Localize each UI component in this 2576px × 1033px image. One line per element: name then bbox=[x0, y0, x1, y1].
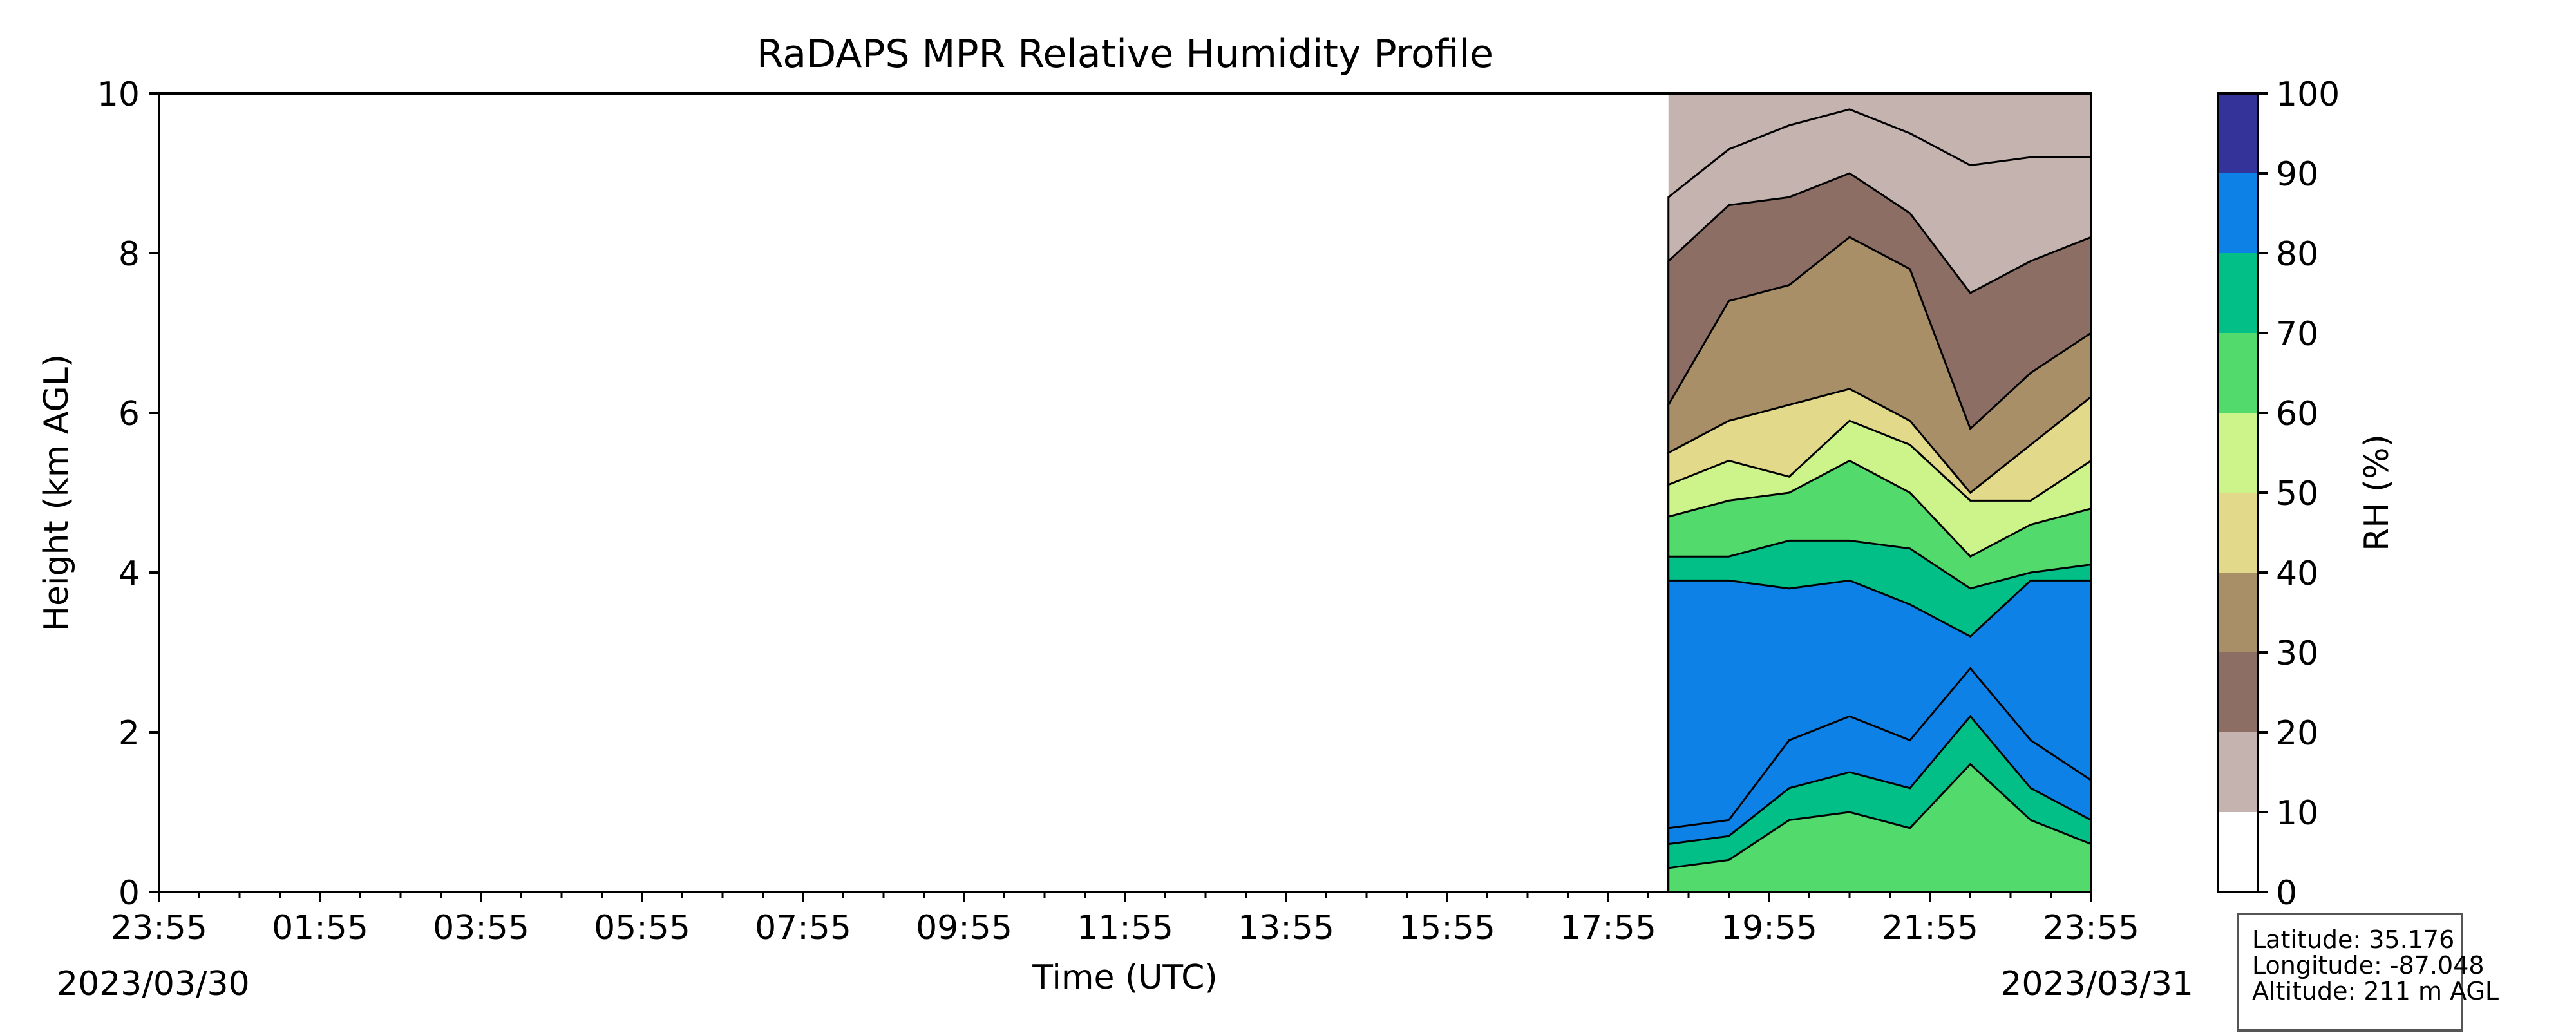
y-tick-label: 6 bbox=[118, 395, 140, 433]
colorbar-tick-label: 80 bbox=[2276, 235, 2318, 274]
colorbar-tick-label: 60 bbox=[2276, 395, 2318, 433]
colorbar-tick-label: 70 bbox=[2276, 315, 2318, 354]
x-tick-label: 13:55 bbox=[1238, 909, 1334, 947]
colorbar-swatch-50 bbox=[2218, 413, 2258, 493]
colorbar: 0 10 20 30 40 50 60 70 80 90 100 bbox=[2217, 75, 2340, 913]
date-start-label: 2023/03/30 bbox=[57, 965, 250, 1003]
colorbar-swatch-0 bbox=[2218, 812, 2258, 892]
colorbar-tick-label: 100 bbox=[2276, 75, 2340, 114]
colorbar-label: RH (%) bbox=[2358, 434, 2396, 551]
colorbar-swatch-80 bbox=[2218, 173, 2258, 253]
y-tick-label: 4 bbox=[118, 554, 140, 593]
colorbar-swatch-10 bbox=[2218, 732, 2258, 812]
colorbar-tick-label: 20 bbox=[2276, 714, 2318, 753]
y-tick-label: 8 bbox=[118, 235, 140, 274]
colorbar-tick-label: 10 bbox=[2276, 794, 2318, 833]
x-tick-label: 17:55 bbox=[1560, 909, 1656, 947]
x-tick-label: 07:55 bbox=[755, 909, 851, 947]
date-end-label: 2023/03/31 bbox=[2000, 965, 2193, 1003]
y-axis-label: Height (km AGL) bbox=[37, 354, 76, 631]
x-tick-label: 21:55 bbox=[1882, 909, 1978, 947]
x-tick-label: 03:55 bbox=[433, 909, 529, 947]
plot-area bbox=[1667, 93, 2091, 892]
colorbar-tick-label: 50 bbox=[2276, 475, 2318, 513]
chart-title: RaDAPS MPR Relative Humidity Profile bbox=[757, 32, 1493, 77]
colorbar-swatch-40 bbox=[2218, 493, 2258, 573]
x-tick-label: 09:55 bbox=[916, 909, 1012, 947]
colorbar-swatch-90 bbox=[2218, 93, 2258, 173]
y-tick-label: 0 bbox=[118, 874, 140, 913]
colorbar-tick-label: 30 bbox=[2276, 634, 2318, 673]
y-tick-label: 10 bbox=[97, 75, 140, 114]
latitude-text: Latitude: 35.176 bbox=[2252, 925, 2455, 954]
x-axis-label: Time (UTC) bbox=[1032, 958, 1217, 997]
x-tick-label: 01:55 bbox=[272, 909, 368, 947]
x-tick-label: 19:55 bbox=[1721, 909, 1817, 947]
x-tick-label: 23:55 bbox=[2043, 909, 2139, 947]
x-tick-label: 05:55 bbox=[594, 909, 690, 947]
colorbar-swatch-20 bbox=[2218, 652, 2258, 732]
rh-contour-lower-70 bbox=[1667, 763, 2091, 892]
colorbar-swatch-70 bbox=[2218, 253, 2258, 333]
longitude-text: Longitude: -87.048 bbox=[2252, 951, 2485, 980]
axes: 0 2 4 6 8 10 23:55 01:55 03:55 05:55 07:55 09:55 11:… bbox=[97, 75, 2139, 947]
colorbar-tick-label: 40 bbox=[2276, 554, 2318, 593]
colorbar-tick-label: 0 bbox=[2276, 874, 2297, 913]
x-tick-label: 15:55 bbox=[1399, 909, 1495, 947]
colorbar-swatch-30 bbox=[2218, 573, 2258, 652]
x-tick-label: 11:55 bbox=[1077, 909, 1173, 947]
y-tick-label: 2 bbox=[118, 714, 140, 753]
colorbar-swatch-60 bbox=[2218, 333, 2258, 413]
colorbar-tick-label: 90 bbox=[2276, 155, 2318, 194]
contour-field bbox=[1667, 93, 2091, 892]
x-tick-label: 23:55 bbox=[111, 909, 207, 947]
altitude-text: Altitude: 211 m AGL bbox=[2252, 977, 2499, 1005]
station-info-box: Latitude: 35.176 Longitude: -87.048 Alti… bbox=[2237, 913, 2499, 1032]
